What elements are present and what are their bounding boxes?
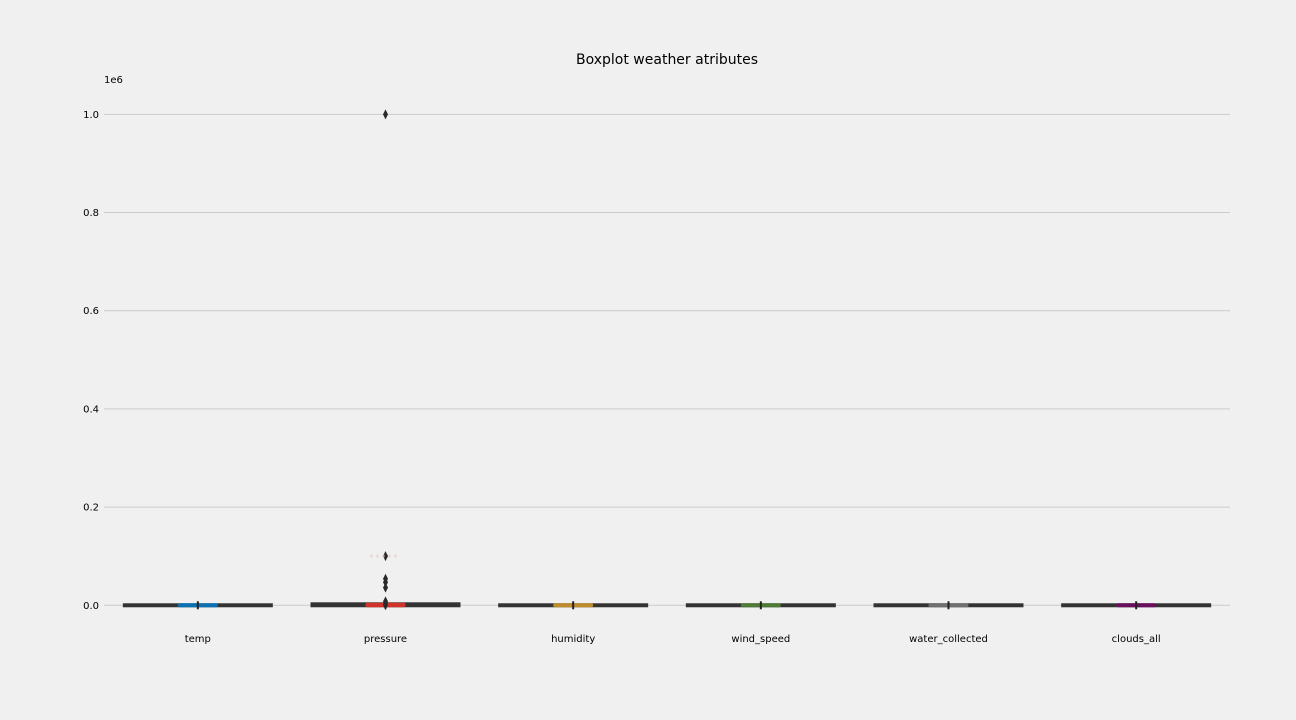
x-tick-label: clouds_all [1112,634,1161,645]
outlier-point [383,573,388,584]
y-tick-labels: 0.0 0.2 0.4 0.6 0.8 1.0 [83,110,99,612]
box-wind_speed [685,601,836,610]
box-pressure [310,109,461,611]
x-tick-labels: temp pressure humidity wind_speed water_coll… [185,634,1161,645]
y-tick-label: 0.8 [83,208,99,219]
box-humidity [498,601,649,610]
x-tick-label: wind_speed [731,634,790,645]
box-clouds_all [1061,601,1212,610]
y-tick-label: 1.0 [83,110,99,121]
outlier-point [383,596,388,607]
y-axis-offset-label: 1e6 [104,75,123,86]
x-tick-label: water_collected [909,634,988,645]
box-water_collected [873,601,1024,610]
box-series [122,109,1212,611]
y-gridlines [104,113,1230,606]
x-tick-label: humidity [551,634,595,645]
x-tick-label: temp [185,634,211,645]
outlier-point [383,109,388,120]
y-tick-label: 0.2 [83,503,99,514]
chart-title: Boxplot weather atributes [576,52,758,68]
y-tick-label: 0.6 [83,306,99,317]
y-tick-label: 0.0 [83,601,99,612]
x-tick-label: pressure [364,634,407,645]
outlier-point [383,582,388,593]
box-temp [122,601,273,610]
outlier-point [383,551,388,562]
y-tick-label: 0.4 [83,404,99,415]
